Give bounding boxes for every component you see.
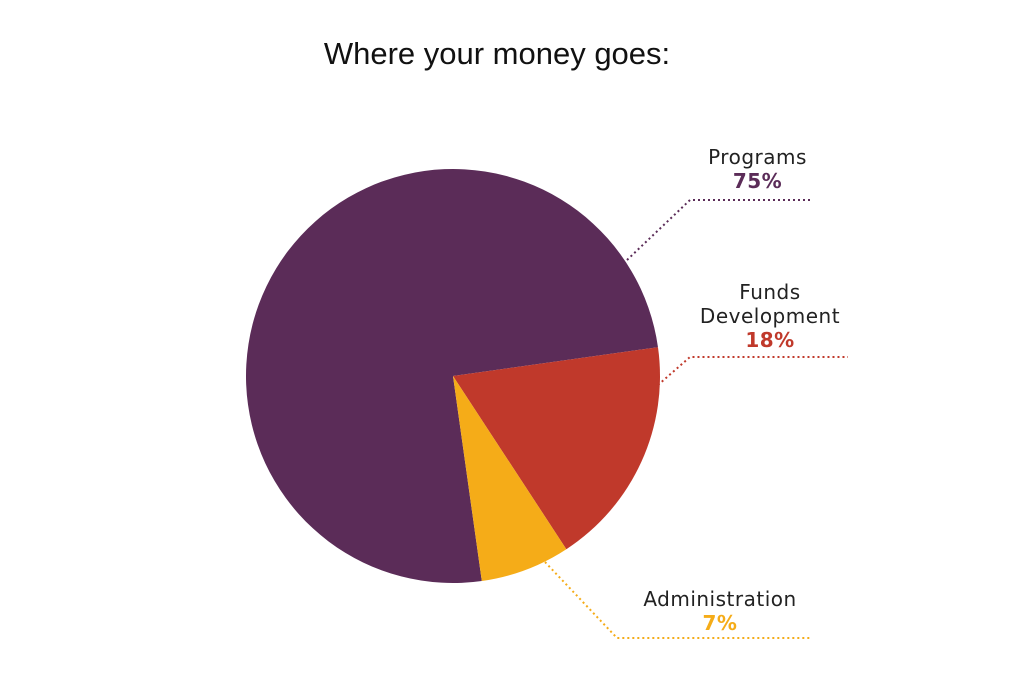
category-label: Funds Development	[699, 280, 841, 328]
value-label: 18%	[745, 328, 795, 352]
slice-label: Funds Development 18%	[690, 280, 850, 352]
leader-line	[626, 199, 810, 261]
category-label: Administration	[643, 587, 797, 611]
pie-slice	[453, 376, 567, 581]
pie-slice	[453, 347, 660, 550]
slice-label: Administration 7%	[625, 587, 815, 635]
chart-title: Where your money goes:	[323, 36, 671, 71]
value-label: 75%	[732, 169, 783, 193]
pie-slice	[245, 168, 658, 584]
leader-line	[657, 356, 848, 386]
slice-label: Programs 75%	[690, 145, 825, 193]
category-label: Programs	[708, 145, 807, 169]
value-label: 7%	[702, 611, 738, 635]
